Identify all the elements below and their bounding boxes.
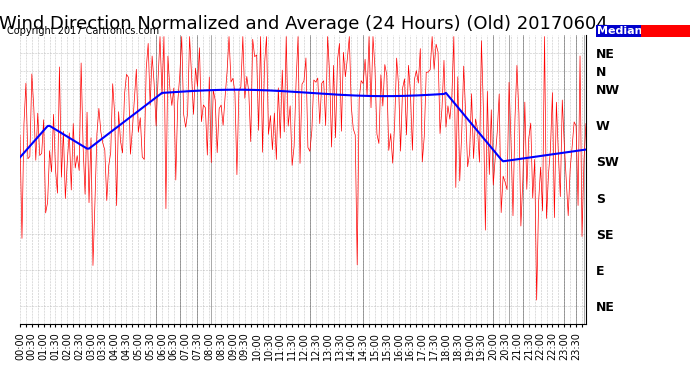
Text: Median: Median	[597, 26, 642, 36]
Text: Copyright 2017 Cartronics.com: Copyright 2017 Cartronics.com	[7, 26, 159, 36]
Title: Wind Direction Normalized and Average (24 Hours) (Old) 20170604: Wind Direction Normalized and Average (2…	[0, 15, 607, 33]
Text: Direction: Direction	[642, 26, 690, 36]
